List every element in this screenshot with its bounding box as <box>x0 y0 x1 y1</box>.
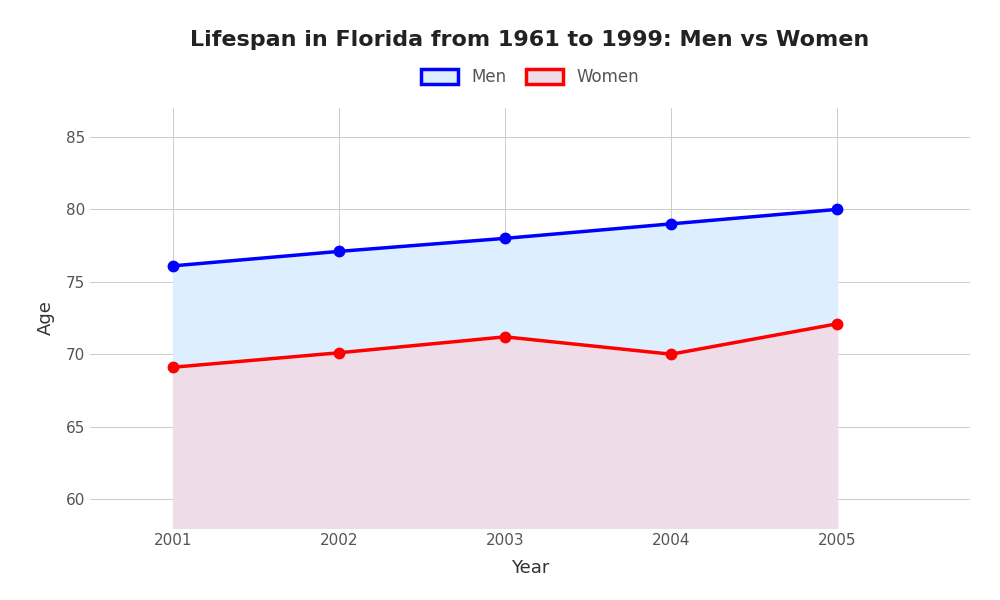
Title: Lifespan in Florida from 1961 to 1999: Men vs Women: Lifespan in Florida from 1961 to 1999: M… <box>190 29 870 49</box>
Y-axis label: Age: Age <box>37 301 55 335</box>
X-axis label: Year: Year <box>511 559 549 577</box>
Legend: Men, Women: Men, Women <box>414 62 646 93</box>
